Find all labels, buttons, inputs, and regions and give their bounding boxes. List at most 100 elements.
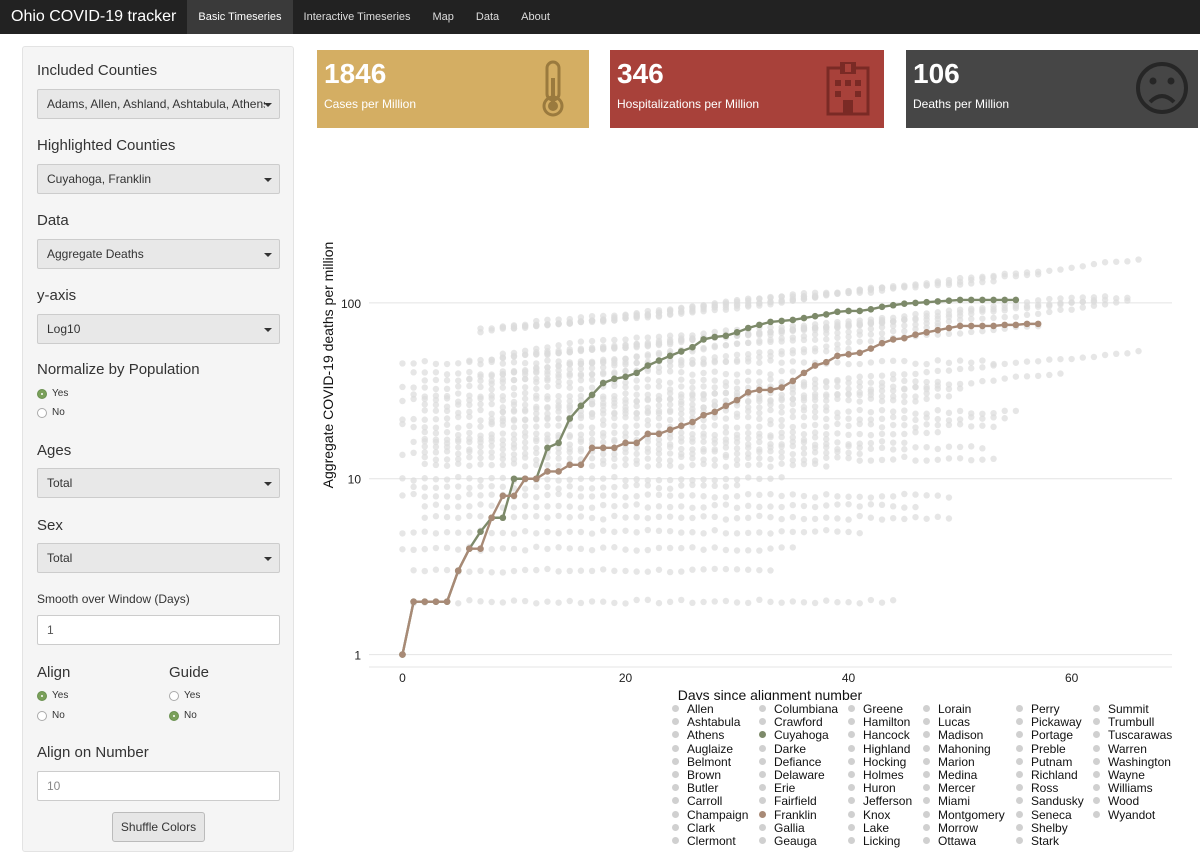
legend-label: Allen (687, 702, 714, 716)
align-no-radio[interactable]: No (37, 710, 65, 721)
background-point (566, 503, 573, 510)
tab-interactive-timeseries[interactable]: Interactive Timeseries (303, 11, 411, 23)
background-point (521, 513, 529, 520)
background-point (767, 417, 774, 424)
background-point (666, 379, 674, 386)
data-select[interactable]: Aggregate Deaths (37, 239, 280, 269)
background-point (544, 364, 551, 371)
background-point (968, 365, 975, 372)
background-point (588, 546, 596, 554)
background-point (644, 455, 652, 462)
highlighted-counties-select[interactable]: Cuyahoga, Franklin (37, 164, 280, 194)
legend-dot-icon (1016, 757, 1023, 765)
background-point (811, 599, 819, 607)
tab-about[interactable]: About (521, 11, 550, 23)
background-point (399, 360, 406, 367)
smooth-input[interactable]: 1 (37, 615, 280, 645)
shuffle-colors-button[interactable]: Shuffle Colors (112, 812, 205, 842)
background-point (588, 364, 596, 372)
background-point (455, 546, 462, 553)
legend-dot-icon (848, 731, 855, 739)
background-point (410, 415, 417, 423)
series-point-cuyahoga (822, 311, 830, 318)
background-point (588, 493, 596, 500)
guide-no-radio[interactable]: No (169, 710, 197, 721)
background-point (744, 423, 752, 431)
background-point (611, 463, 618, 470)
align-number-input[interactable]: 10 (37, 771, 280, 801)
background-point (611, 451, 618, 458)
background-point (432, 360, 440, 368)
background-point (912, 321, 919, 328)
hospitalizations-value-box: 346 Hospitalizations per Million (610, 50, 884, 128)
background-point (644, 351, 652, 358)
sex-select[interactable]: Total (37, 543, 280, 573)
background-point (856, 383, 863, 390)
background-point (622, 494, 629, 501)
radio-selected-icon (37, 388, 47, 399)
brand-title[interactable]: Ohio COVID-19 tracker (11, 8, 177, 25)
legend-dot-icon (759, 784, 766, 792)
background-point (811, 408, 819, 415)
background-point (856, 529, 863, 537)
background-point (990, 455, 997, 463)
align-yes-radio[interactable]: Yes (37, 690, 68, 701)
background-point (488, 598, 495, 606)
background-point (443, 462, 451, 469)
background-point (577, 346, 585, 354)
normalize-yes-radio[interactable]: Yes (37, 388, 68, 399)
background-point (800, 599, 808, 606)
background-point (711, 422, 718, 429)
background-point (510, 436, 518, 443)
legend-item-morrow: Morrow (923, 821, 978, 835)
deaths-subtitle: Deaths per Million (913, 97, 1010, 111)
legend-label: Greene (863, 702, 904, 716)
series-point-cuyahoga (1001, 296, 1009, 304)
background-point (744, 398, 752, 405)
background-point (856, 378, 863, 386)
legend-label: Athens (687, 728, 725, 743)
background-point (934, 393, 941, 400)
background-point (979, 315, 986, 322)
series-point-franklin (923, 329, 930, 336)
background-point (878, 387, 886, 395)
background-point (1001, 313, 1008, 321)
normalize-no-radio[interactable]: No (37, 407, 65, 418)
background-point (834, 341, 841, 348)
background-point (588, 345, 596, 353)
background-point (633, 596, 640, 604)
background-point (923, 360, 930, 368)
tab-basic-timeseries[interactable]: Basic Timeseries (187, 0, 293, 34)
background-point (845, 328, 852, 336)
tab-map[interactable]: Map (432, 11, 454, 23)
tab-data[interactable]: Data (475, 11, 500, 23)
yaxis-select[interactable]: Log10 (37, 314, 280, 344)
legend-dot-icon (1093, 718, 1100, 726)
background-point (466, 375, 473, 382)
background-point (700, 513, 707, 520)
background-point (878, 284, 886, 292)
background-point (689, 303, 696, 310)
background-point (588, 337, 596, 345)
background-point (1023, 299, 1031, 306)
background-point (700, 383, 707, 390)
background-point (845, 375, 852, 382)
series-point-cuyahoga (956, 296, 964, 304)
ages-select[interactable]: Total (37, 468, 280, 498)
background-point (666, 450, 674, 457)
series-point-franklin (1001, 321, 1009, 329)
background-point (789, 501, 797, 509)
background-point (834, 359, 841, 366)
background-point (756, 461, 763, 468)
legend-dot-icon (759, 744, 766, 752)
background-point (678, 492, 685, 499)
background-point (867, 445, 875, 452)
background-point (488, 546, 495, 553)
legend-item-portage: Portage (1016, 728, 1073, 742)
background-point (767, 406, 774, 414)
background-point (588, 514, 596, 522)
included-counties-select[interactable]: Adams, Allen, Ashland, Ashtabula, Athens (37, 89, 280, 119)
guide-yes-radio[interactable]: Yes (169, 690, 200, 701)
background-point (823, 393, 830, 400)
background-point (1057, 295, 1064, 302)
